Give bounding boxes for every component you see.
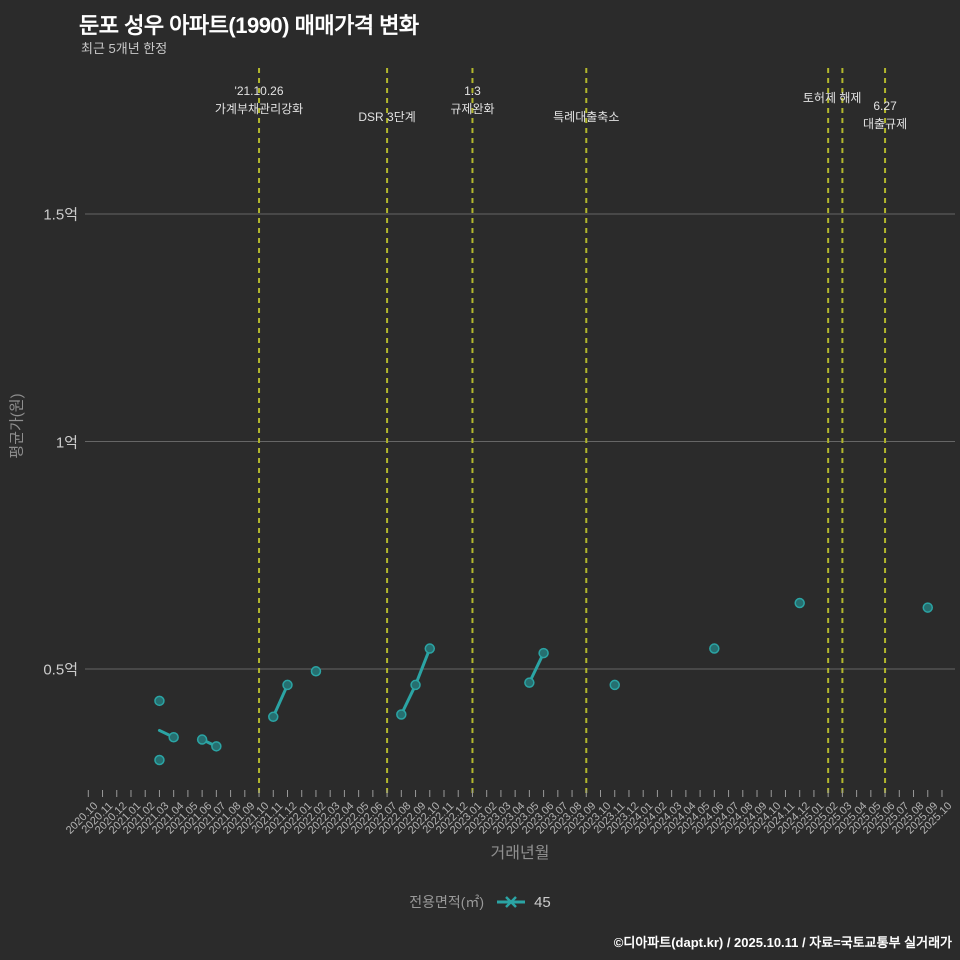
- data-point[interactable]: [168, 732, 179, 743]
- data-point[interactable]: [424, 643, 436, 654]
- chart-subtitle: 최근 5개년 한정: [81, 41, 168, 56]
- data-line: [271, 683, 289, 719]
- data-line: [527, 651, 546, 685]
- y-axis-title: 평균가(원): [8, 393, 26, 459]
- data-point[interactable]: [211, 741, 222, 752]
- data-point[interactable]: [154, 695, 165, 707]
- chart-title: 둔포 성우 아파트(1990) 매매가격 변화: [79, 13, 419, 38]
- data-point[interactable]: [154, 754, 165, 766]
- legend-item-45[interactable]: 45: [496, 894, 551, 911]
- data-point[interactable]: [310, 666, 322, 677]
- data-point[interactable]: [794, 597, 805, 609]
- data-point[interactable]: [922, 602, 934, 613]
- legend-title: 전용면적(㎡): [409, 894, 485, 910]
- data-point[interactable]: [268, 711, 279, 723]
- data-point[interactable]: [396, 709, 407, 720]
- line-x-marker-icon: [497, 896, 526, 908]
- data-point[interactable]: [196, 734, 208, 745]
- data-point[interactable]: [410, 679, 421, 691]
- x-axis-title: 거래년월: [490, 845, 550, 862]
- data-point[interactable]: [524, 677, 535, 688]
- data-point[interactable]: [538, 647, 549, 659]
- data-point[interactable]: [609, 679, 620, 691]
- data-point[interactable]: [709, 643, 720, 654]
- legend: 전용면적(㎡) 45: [0, 892, 960, 912]
- legend-item-label: 45: [534, 893, 551, 911]
- data-point[interactable]: [282, 679, 293, 691]
- footer-credit: ©디아파트(dapt.kr) / 2025.10.11 / 자료=국토교통부 실…: [613, 935, 952, 950]
